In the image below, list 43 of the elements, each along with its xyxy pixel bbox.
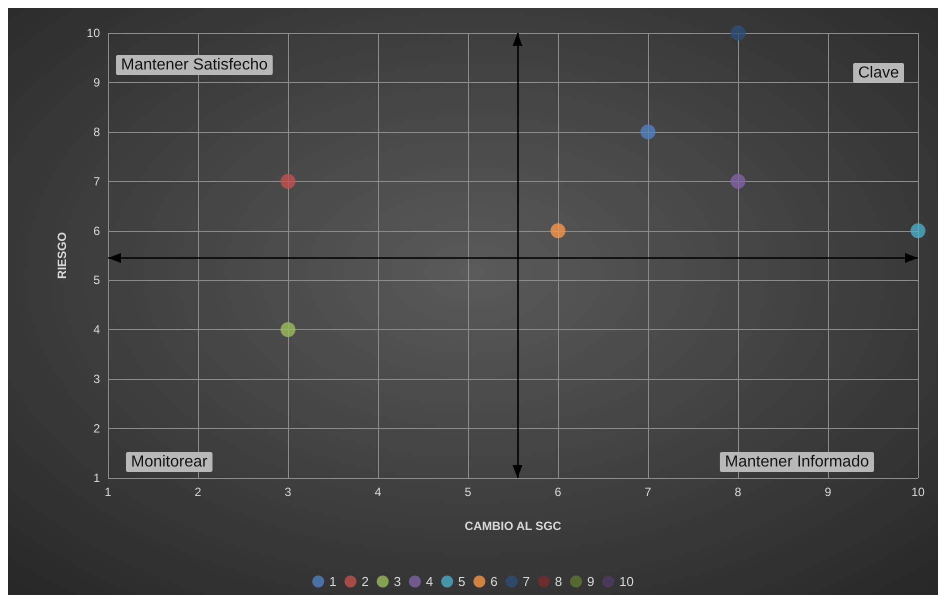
x-tick-label: 9 xyxy=(824,485,832,499)
legend-label: 1 xyxy=(329,574,336,589)
legend-label: 5 xyxy=(458,574,466,589)
point xyxy=(280,174,296,189)
legend-label: 9 xyxy=(587,574,594,589)
y-tick-label: 4 xyxy=(93,322,100,337)
y-tick-label: 7 xyxy=(93,174,100,188)
x-tick-label: 4 xyxy=(374,485,382,499)
y-tick-label: 2 xyxy=(93,422,100,436)
annotation: Mantener Informado xyxy=(724,454,870,470)
y-tick-label: 1 xyxy=(93,471,100,485)
legend-label: 3 xyxy=(394,574,401,589)
legend-label: 2 xyxy=(361,574,369,589)
x-tick-label: 5 xyxy=(464,485,472,499)
legend-label: 6 xyxy=(490,574,498,589)
point xyxy=(280,322,296,338)
legend-label: 4 xyxy=(426,574,434,589)
annotation: Clave xyxy=(858,64,900,82)
y-tick-label: 5 xyxy=(93,273,100,288)
x-tick-label: 3 xyxy=(284,485,292,499)
annotation: Mantener Satisfecho xyxy=(121,56,268,74)
legend-label: 7 xyxy=(522,574,530,589)
y-tick-label: 9 xyxy=(93,75,100,90)
y-tick-label: 10 xyxy=(86,26,100,40)
annotation: Monitorear xyxy=(131,454,208,470)
legend-label: 10 xyxy=(619,574,634,589)
x-tick-label: 6 xyxy=(554,485,562,499)
legend-label: 8 xyxy=(554,574,562,589)
x-tick-label: 8 xyxy=(734,485,742,499)
point xyxy=(640,124,656,140)
x-tick-label: 2 xyxy=(194,485,202,499)
y-tick-label: 6 xyxy=(93,224,100,238)
x-tick-label: 1 xyxy=(104,485,112,499)
point xyxy=(550,223,566,238)
y-tick-label: 8 xyxy=(93,124,100,139)
point xyxy=(730,174,746,189)
point xyxy=(910,223,926,238)
y-tick-label: 3 xyxy=(93,372,100,386)
x-tick-label: 10 xyxy=(911,485,925,499)
x-tick-label: 7 xyxy=(644,485,652,499)
point xyxy=(730,26,746,40)
y-axis-title: RIESGO xyxy=(55,232,69,279)
x-axis-title: CAMBIO AL SGC xyxy=(464,519,562,533)
